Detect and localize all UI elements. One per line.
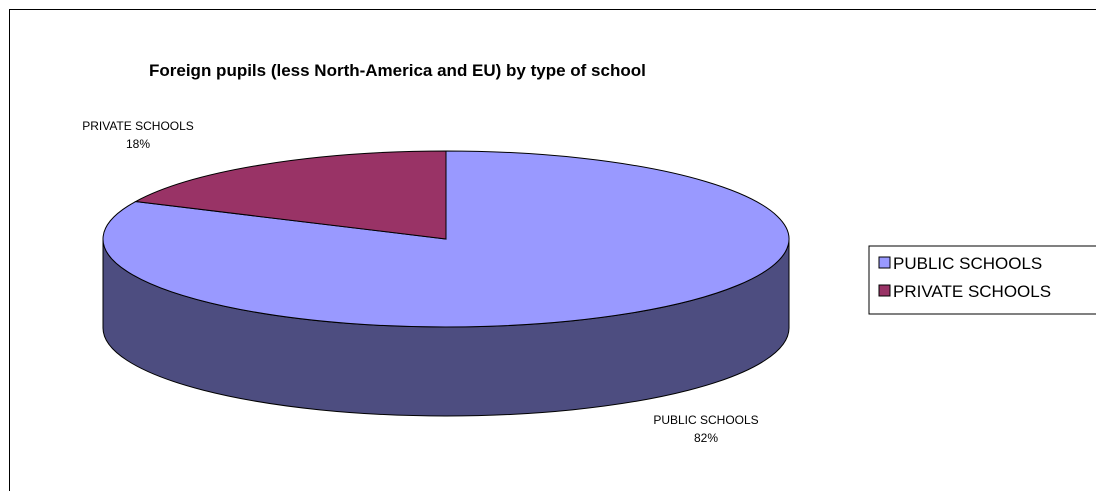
legend: PUBLIC SCHOOLS PRIVATE SCHOOLS [868, 245, 1096, 315]
chart-title: Foreign pupils (less North-America and E… [149, 61, 646, 80]
chart-frame [9, 9, 1096, 491]
data-label-name-public-schools: PUBLIC SCHOOLS [653, 413, 758, 427]
legend-swatch-public-schools [878, 256, 891, 269]
data-label-name-private-schools: PRIVATE SCHOOLS [82, 119, 194, 133]
legend-label-public-schools: PUBLIC SCHOOLS [893, 254, 1042, 273]
data-label-value-private-schools: 18% [126, 137, 150, 151]
legend-label-private-schools: PRIVATE SCHOOLS [893, 282, 1051, 301]
data-labels: PUBLIC SCHOOLS 82% PRIVATE SCHOOLS 18% [82, 119, 758, 445]
pie-group [102, 150, 790, 417]
legend-swatch-private-schools [878, 284, 891, 297]
legend-box [868, 245, 1096, 315]
data-label-value-public-schools: 82% [694, 431, 718, 445]
pie-slice-private-schools [134, 150, 447, 240]
